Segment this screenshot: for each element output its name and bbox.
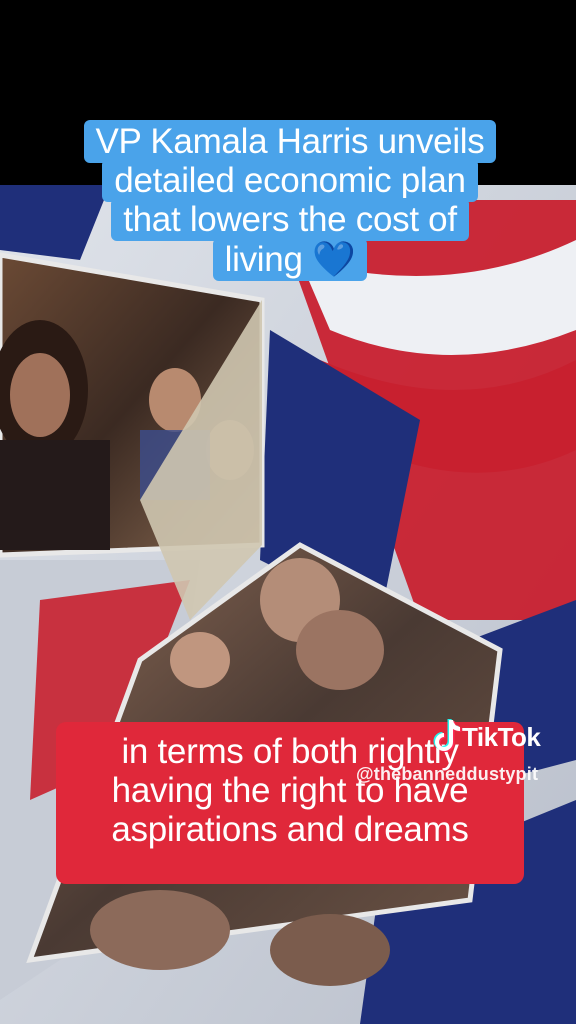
caption-bottom: in terms of both rightly having the righ… — [56, 722, 524, 884]
blue-heart-icon: 💙 — [312, 239, 356, 279]
caption-bottom-line-3: aspirations and dreams — [111, 810, 469, 850]
panel-shape — [140, 300, 262, 620]
caption-top-line-1: VP Kamala Harris unveils — [83, 120, 497, 163]
tiktok-brand: TikTok — [462, 722, 541, 752]
creator-handle: @thebanneddustypit — [356, 764, 539, 784]
tiktok-logo-icon — [433, 719, 462, 752]
caption-top: VP Kamala Harris unveils detailed econom… — [46, 120, 534, 281]
caption-top-line-2: detailed economic plan — [102, 159, 478, 203]
caption-bottom-line-2: having the right to have — [111, 771, 469, 811]
caption-top-line-3: that lowers the cost of — [111, 198, 469, 242]
caption-bottom-line-1: in terms of both rightly — [121, 732, 459, 771]
tiktok-watermark: TikTok @thebanneddustypit — [356, 712, 566, 792]
caption-top-line-4: living — [224, 239, 303, 279]
